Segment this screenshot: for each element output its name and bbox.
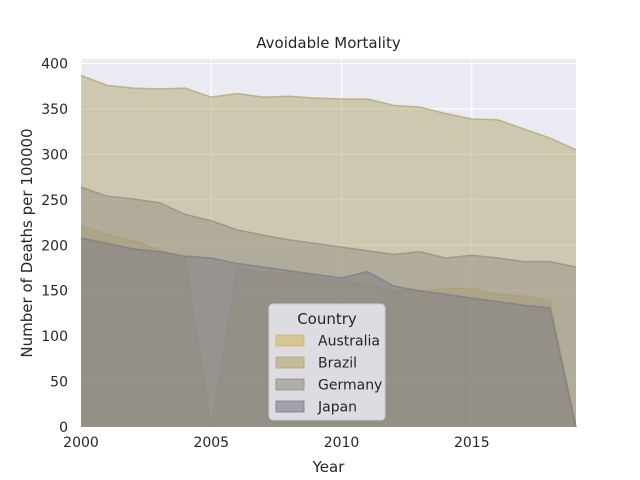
- y-tick-label: 200: [41, 238, 68, 254]
- legend-swatch-australia: [275, 334, 305, 347]
- legend: Country Australia Brazil Germany Japan: [268, 303, 386, 421]
- x-tick-label: 2005: [193, 435, 229, 451]
- chart-title: Avoidable Mortality: [256, 34, 401, 52]
- legend-label-japan: Japan: [317, 400, 357, 416]
- y-tick-label: 50: [50, 375, 68, 391]
- x-axis-title: Year: [312, 458, 346, 476]
- y-tick-label: 350: [41, 102, 68, 118]
- legend-items: Australia Brazil Germany Japan: [275, 334, 382, 416]
- y-tick-label: 0: [59, 420, 68, 436]
- tick-labels: 2000 2005 2010 2015 0 50 100 150 200 250 300 350 400: [41, 57, 489, 451]
- line-japan: [80, 237, 577, 428]
- y-tick-label: 100: [41, 329, 68, 345]
- y-tick-label: 250: [41, 193, 68, 209]
- line-germany: [80, 186, 577, 268]
- line-brazil: [80, 74, 577, 151]
- y-tick-label: 400: [41, 57, 68, 73]
- legend-swatch-japan: [275, 400, 305, 413]
- x-tick-label: 2000: [63, 435, 99, 451]
- legend-title: Country: [297, 310, 357, 328]
- y-tick-label: 150: [41, 284, 68, 300]
- x-tick-label: 2015: [454, 435, 490, 451]
- y-axis-title: Number of Deaths per 100000: [18, 128, 36, 357]
- x-tick-label: 2010: [324, 435, 360, 451]
- legend-box: [268, 303, 386, 421]
- legend-label-australia: Australia: [318, 334, 380, 350]
- legend-label-germany: Germany: [318, 378, 382, 394]
- legend-swatch-germany: [275, 378, 305, 391]
- y-tick-label: 300: [41, 147, 68, 163]
- legend-swatch-brazil: [275, 356, 305, 369]
- legend-label-brazil: Brazil: [318, 356, 357, 372]
